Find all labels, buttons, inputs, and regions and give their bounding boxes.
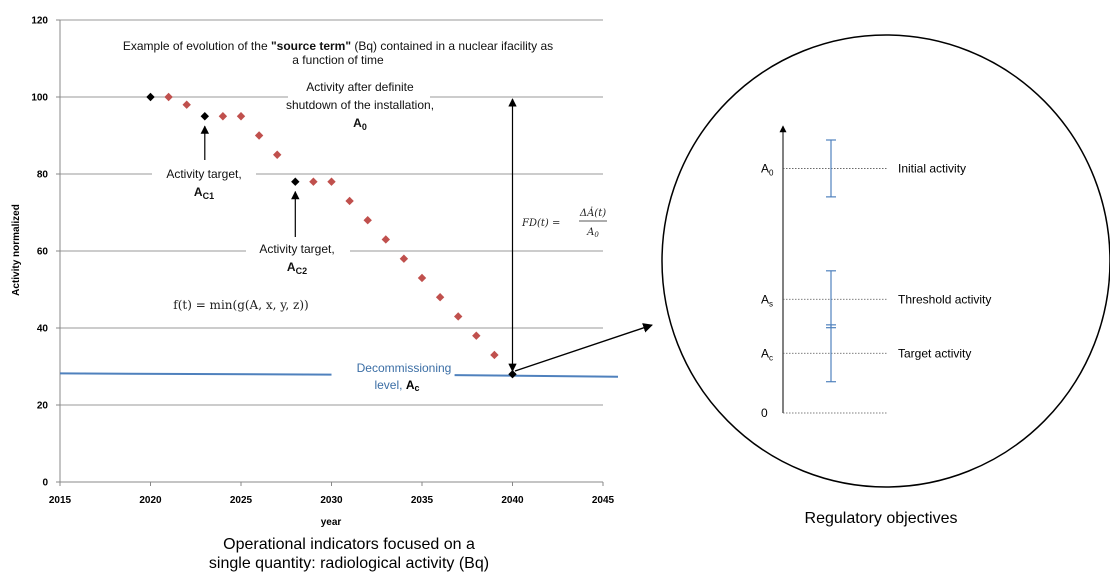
data-point [182,100,191,109]
data-point [273,150,282,159]
chart-title-line2: a function of time [292,53,384,67]
objective-level-symbol: A0 [761,161,774,177]
y-tick-label: 120 [31,16,48,27]
data-point [327,177,336,186]
y-tick-label: 40 [37,324,49,335]
fd-formula-numerator: ΔȦ(t) [579,207,606,219]
x-tick-label: 2040 [501,495,524,506]
data-points [146,92,517,379]
target2-label-line1: Activity target, [259,242,334,256]
y-tick-label: 60 [37,247,49,258]
chart-title-line1: Example of evolution of the "source term… [123,39,553,53]
x-tick-label: 2035 [411,495,434,506]
target1-symbol: AC1 [194,185,214,201]
data-point [490,350,499,360]
data-point [399,254,409,263]
target2-symbol: AC2 [287,260,307,276]
data-point [472,331,481,340]
x-tick-label: 2025 [230,495,253,506]
y-tick-label: 0 [42,478,48,489]
a0-label-box [288,74,430,136]
link-arrow-to-objectives [514,323,653,372]
data-point [164,92,173,102]
target1-label-line1: Activity target, [166,167,241,181]
y-tick-labels: 0 20 40 60 80 100 120 [31,16,60,489]
formula-f: f(t) = min(g(A, x, y, z)) [173,298,309,312]
data-point [381,235,390,244]
x-tick-label: 2030 [320,495,343,506]
x-tick-label: 2045 [592,495,615,506]
x-tick-labels: 2015 2020 2025 2030 2035 2040 2045 [49,482,615,506]
data-point [309,177,318,186]
a0-label-line1: Activity after definite [306,80,414,94]
y-tick-label: 80 [37,170,49,181]
objective-level-symbol: Ac [761,346,773,362]
objective-level-symbol: 0 [761,406,768,420]
right-caption: Regulatory objectives [805,510,958,527]
objective-level-symbol: As [761,292,773,308]
decommissioning-label-line1: Decommissioning [357,361,452,375]
data-point [345,196,354,206]
data-point [435,293,445,302]
objectives-ellipse [661,34,1110,488]
data-point [236,112,246,121]
objective-level-label: Target activity [898,346,971,360]
decommissioning-level-line-right [454,374,619,378]
fd-formula-lhs: FD(t) = [521,218,560,229]
data-point [454,312,463,321]
x-axis-label: year [321,517,342,528]
objective-error-bars [826,139,836,383]
target-point [291,177,300,186]
a0-symbol: A0 [353,116,367,132]
left-caption-line2: single quantity: radiological activity (… [209,555,489,572]
target-point [146,92,155,102]
objective-level-label: Threshold activity [898,292,991,306]
objective-level-label: Initial activity [898,161,966,175]
regulatory-objectives-panel: A0 Initial activity As Threshold activity Ac… [661,34,1110,527]
data-point [218,112,228,121]
a0-label-line2: shutdown of the installation, [286,98,434,112]
target2-label-box [246,238,350,280]
x-tick-label: 2020 [139,495,162,506]
data-point [363,216,372,225]
activity-chart: 2015 2020 2025 2030 2035 2040 2045 02040608010… [11,16,653,528]
data-point [417,273,427,283]
data-point [254,131,264,140]
y-tick-label: 100 [31,93,48,104]
decommissioning-label-line2: level, Ac [374,378,419,393]
objective-levels: A0 Initial activity As Threshold activity Ac… [761,161,991,420]
target-point [508,370,517,379]
target-point [200,112,209,121]
left-caption-line1: Operational indicators focused on a [223,536,475,553]
y-axis-label: Activity normalized [11,204,22,296]
x-tick-label: 2015 [49,495,72,506]
target1-label-box [152,162,256,204]
y-tick-label: 20 [37,401,49,412]
fd-formula-denominator: A0 [586,227,599,239]
decommissioning-level-line [59,372,332,376]
fd-formula-box [518,204,608,244]
